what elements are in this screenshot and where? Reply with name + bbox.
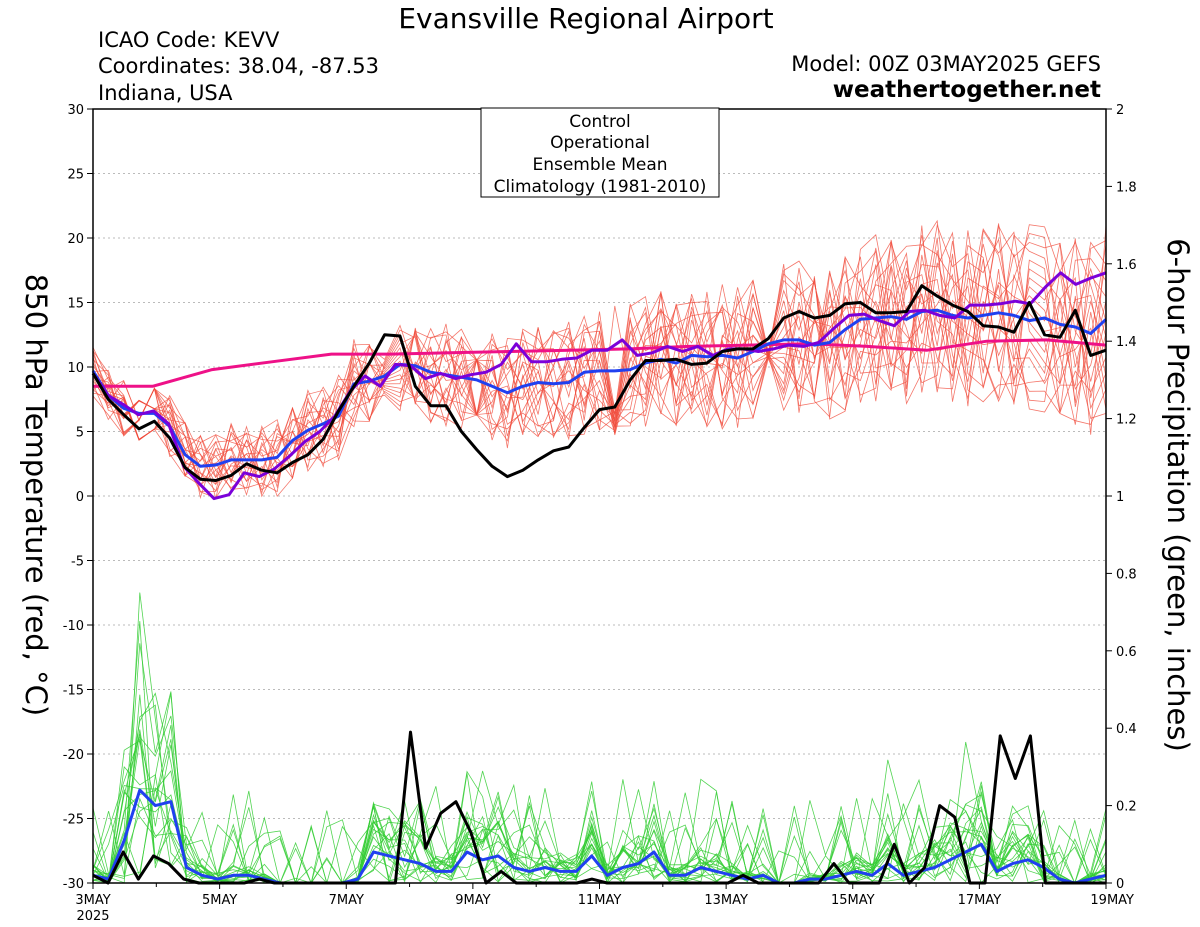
y-tick-label: 15: [67, 297, 84, 312]
y-tick-label: -10: [63, 619, 84, 634]
legend-operational: Operational: [550, 133, 650, 153]
y2-tick-label: 1.6: [1116, 258, 1137, 273]
y-tick-label: -20: [63, 748, 84, 763]
y-tick-label: 20: [67, 232, 84, 247]
temperature-member-line: [92, 234, 1107, 487]
legend-ensemble-mean: Ensemble Mean: [532, 155, 667, 175]
x-tick-label: 3MAY: [75, 893, 110, 908]
ensemble-mean-temp-line: [91, 308, 1108, 468]
temperature-member-line: [92, 219, 1107, 484]
y2-tick-label: 1.2: [1116, 413, 1137, 428]
y-tick-label: 30: [67, 103, 84, 118]
precip-member-line: [92, 693, 1107, 884]
y-tick-label: 5: [76, 426, 84, 441]
x-tick-label: 7MAY: [329, 893, 364, 908]
temperature-member-line: [92, 224, 1107, 488]
x-tick-label: 17MAY: [958, 893, 1002, 908]
legend-box: [480, 107, 720, 198]
y2-tick-label: 2: [1116, 103, 1124, 118]
temperature-member-line: [92, 240, 1107, 495]
temperature-member-line: [92, 224, 1107, 492]
y2-tick-label: 0.6: [1116, 645, 1137, 660]
x-tick-label: 11MAY: [578, 893, 622, 908]
y-tick-label: -15: [63, 684, 84, 699]
y-tick-label: -5: [71, 555, 84, 570]
chart-title: Evansville Regional Airport: [398, 2, 773, 35]
icao-code: ICAO Code: KEVV: [98, 28, 280, 52]
y2-tick-label: 0.4: [1116, 722, 1137, 737]
x-tick-label: 9MAY: [455, 893, 490, 908]
x-tick-label: 13MAY: [704, 893, 748, 908]
temperature-member-line: [92, 264, 1107, 486]
precip-member-line: [92, 643, 1107, 884]
temperature-member-line: [92, 225, 1107, 485]
x-tick-label: 15MAY: [831, 893, 875, 908]
y-tick-label: -30: [63, 877, 84, 892]
temperature-member-line: [92, 224, 1107, 497]
y-tick-label: 10: [67, 361, 84, 376]
x-tick-label: 5MAY: [202, 893, 237, 908]
legend-climatology: Climatology (1981-2010): [494, 177, 707, 197]
operational-temp-line: [91, 271, 1107, 501]
x-tick-label: 19MAY: [1090, 893, 1134, 908]
x-tick-year-label: 2025: [76, 909, 109, 924]
precip-member-line: [92, 704, 1107, 884]
control-precip-line: [92, 730, 1106, 885]
y2-tick-label: 1.8: [1116, 180, 1137, 195]
temperature-member-line: [92, 229, 1107, 499]
precip-member-line: [92, 770, 1107, 884]
precip-member-line: [92, 694, 1107, 884]
control-temp-line: [91, 284, 1107, 482]
y-axis-label: 850 hPa Temperature (red, °C): [19, 274, 53, 716]
site-name: weathertogether.net: [833, 77, 1101, 103]
y-tick-label: 25: [67, 168, 84, 183]
legend: Control Operational Ensemble Mean Climat…: [480, 107, 720, 198]
y2-tick-label: 0.8: [1116, 567, 1137, 582]
y2-tick-label: 1: [1116, 490, 1124, 505]
legend-control: Control: [569, 112, 630, 132]
y2-tick-label: 1.4: [1116, 335, 1137, 350]
y-tick-label: -25: [63, 813, 84, 828]
temperature-member-line: [92, 237, 1107, 500]
y2-tick-label: 0.2: [1116, 800, 1137, 815]
model-run: Model: 00Z 03MAY2025 GEFS: [791, 52, 1101, 76]
region: Indiana, USA: [98, 81, 233, 105]
coordinates: Coordinates: 38.04, -87.53: [98, 54, 379, 78]
y-tick-label: 0: [76, 490, 84, 505]
y2-axis-label: 6-hour Precipitation (green, inches): [1161, 238, 1195, 752]
y2-tick-label: 0: [1116, 877, 1124, 892]
plot-area: 302520151050-5-10-15-20-25-3021.81.61.41…: [63, 103, 1137, 924]
